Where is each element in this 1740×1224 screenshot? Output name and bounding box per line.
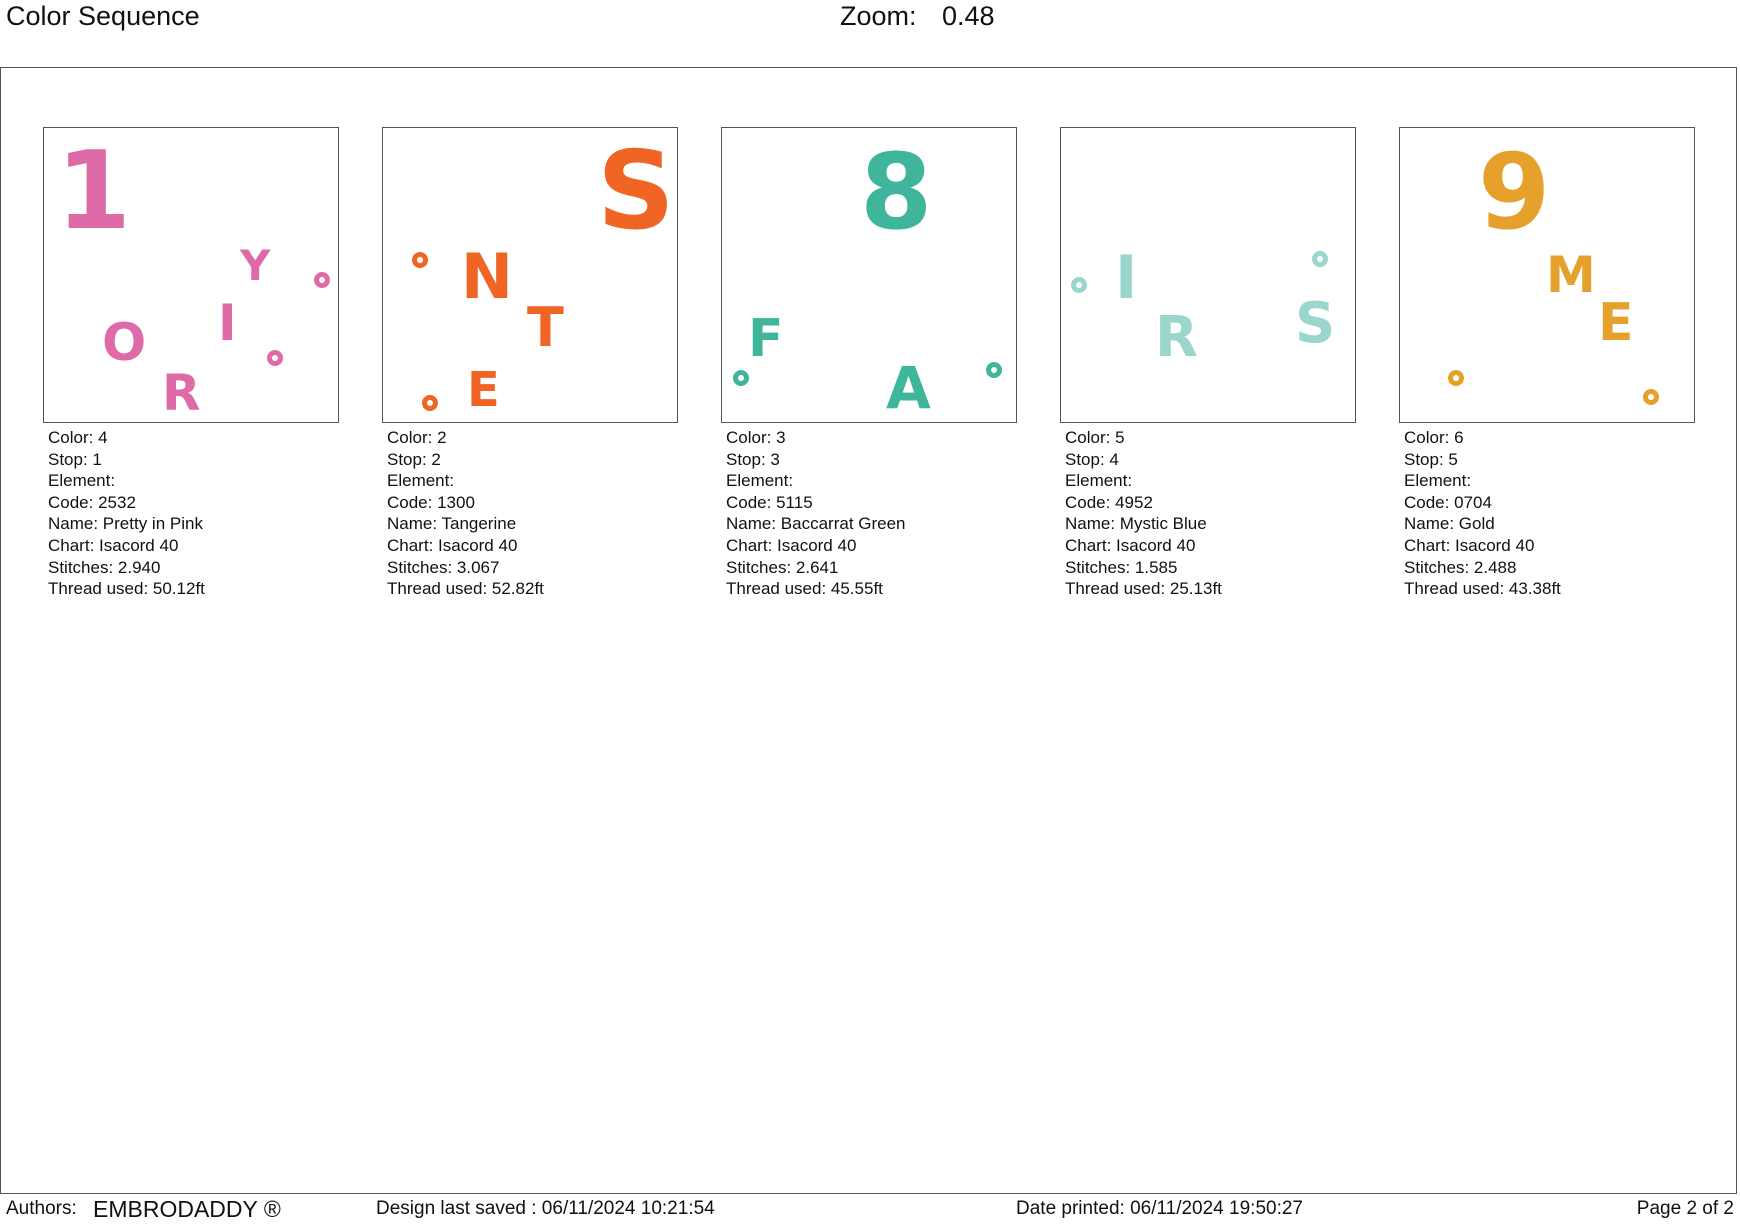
stop-number: Stop: 4 <box>1065 449 1119 469</box>
thread-code: Code: 1300 <box>387 492 475 512</box>
design-last-saved: Design last saved : 06/11/2024 10:21:54 <box>376 1198 715 1219</box>
thread-name: Name: Tangerine <box>387 514 517 534</box>
flower-icon <box>1071 277 1087 293</box>
color-info: Color: 2 Stop: 2 Element: Code: 1300 Nam… <box>382 427 678 600</box>
color-number: Color: 3 <box>726 428 786 447</box>
thread-name: Name: Gold <box>1404 514 1495 534</box>
color-card-4: I R S Color: 5 Stop: 4 Element: Code: 49… <box>1060 127 1356 600</box>
thread-code: Code: 2532 <box>48 492 136 512</box>
glyph-a: Y <box>239 241 271 290</box>
page-number: Page 2 of 2 <box>1636 1198 1734 1219</box>
stop-number: Stop: 3 <box>726 449 780 469</box>
glyph-c: S <box>1295 291 1335 356</box>
page-frame <box>0 67 1737 1194</box>
color-info: Color: 3 Stop: 3 Element: Code: 5115 Nam… <box>721 427 1017 600</box>
authors-value: EMBRODADDY ® <box>93 1196 281 1222</box>
glyph-c: O <box>102 313 146 373</box>
thread-chart: Chart: Isacord 40 <box>1065 535 1196 555</box>
page-footer: Authors: EMBRODADDY ® Design last saved … <box>0 1194 1740 1224</box>
thread-name: Name: Baccarrat Green <box>726 514 906 534</box>
design-thumbnail[interactable]: S N T E <box>382 127 678 423</box>
design-thumbnail[interactable]: 9 M E <box>1399 127 1695 423</box>
color-card-1: 1 Y I O R Color: 4 Stop: 1 Element: Code… <box>43 127 339 600</box>
element-label: Element: <box>48 471 116 491</box>
flower-icon <box>986 362 1002 378</box>
glyph-a: F <box>748 309 784 369</box>
authors-label: Authors: <box>6 1198 77 1219</box>
element-label: Element: <box>726 471 794 491</box>
thread-chart: Chart: Isacord 40 <box>387 535 518 555</box>
color-card-5: 9 M E Color: 6 Stop: 5 Element: Code: 07… <box>1399 127 1695 600</box>
thread-name: Name: Pretty in Pink <box>48 514 203 534</box>
thread-code: Code: 0704 <box>1404 492 1492 512</box>
thread-chart: Chart: Isacord 40 <box>48 535 179 555</box>
color-info: Color: 6 Stop: 5 Element: Code: 0704 Nam… <box>1399 427 1695 600</box>
thumbnail-artwork: I R S <box>1071 243 1335 370</box>
color-info: Color: 5 Stop: 4 Element: Code: 4952 Nam… <box>1060 427 1356 600</box>
thread-used: Thread used: 50.12ft <box>48 579 205 599</box>
stop-number: Stop: 1 <box>48 449 102 469</box>
thread-code: Code: 4952 <box>1065 492 1153 512</box>
glyph-b: I <box>218 294 237 352</box>
thumbnail-artwork: 1 Y I O R <box>56 129 330 422</box>
glyph-big: 1 <box>56 129 131 254</box>
glyph-b: A <box>886 354 931 422</box>
thread-chart: Chart: Isacord 40 <box>726 535 857 555</box>
flower-icon <box>1643 389 1659 405</box>
thumbnail-artwork: 8 F A <box>733 131 1002 422</box>
flower-icon <box>267 350 283 366</box>
zoom-value: 0.48 <box>942 1 995 31</box>
stitch-count: Stitches: 2.641 <box>726 557 839 577</box>
color-number: Color: 4 <box>48 428 108 447</box>
design-thumbnail[interactable]: 1 Y I O R <box>43 127 339 423</box>
flower-icon <box>314 272 330 288</box>
zoom-label: Zoom: <box>840 1 917 31</box>
flower-icon <box>412 252 428 268</box>
stitch-count: Stitches: 1.585 <box>1065 557 1178 577</box>
color-number: Color: 2 <box>387 428 447 447</box>
thread-code: Code: 5115 <box>726 492 813 512</box>
thread-used: Thread used: 43.38ft <box>1404 579 1561 599</box>
element-label: Element: <box>1404 471 1472 491</box>
color-card-3: 8 F A Color: 3 Stop: 3 Element: Code: 51… <box>721 127 1017 600</box>
thread-used: Thread used: 45.55ft <box>726 579 883 599</box>
design-thumbnail[interactable]: 8 F A <box>721 127 1017 423</box>
header-title: Color Sequence <box>6 1 200 31</box>
glyph-a: I <box>1115 243 1137 313</box>
color-card-2: S N T E Color: 2 Stop: 2 Element: Code: … <box>382 127 678 600</box>
glyph-b: T <box>527 296 564 359</box>
flower-icon <box>422 395 438 411</box>
color-number: Color: 5 <box>1065 428 1125 447</box>
stop-number: Stop: 5 <box>1404 449 1458 469</box>
design-thumbnail[interactable]: I R S <box>1060 127 1356 423</box>
glyph-big: S <box>597 129 675 254</box>
glyph-d: R <box>162 364 201 422</box>
color-info: Color: 4 Stop: 1 Element: Code: 2532 Nam… <box>43 427 339 600</box>
thread-name: Name: Mystic Blue <box>1065 514 1207 534</box>
stitch-count: Stitches: 2.488 <box>1404 557 1517 577</box>
stop-number: Stop: 2 <box>387 449 441 469</box>
element-label: Element: <box>1065 471 1133 491</box>
flower-icon <box>1448 370 1464 386</box>
thread-used: Thread used: 52.82ft <box>387 579 544 599</box>
glyph-b: E <box>1598 293 1634 353</box>
flower-icon <box>1312 251 1328 267</box>
glyph-a: N <box>461 240 513 313</box>
stitch-count: Stitches: 3.067 <box>387 557 500 577</box>
glyph-c: E <box>467 362 500 418</box>
glyph-big: 8 <box>860 131 932 253</box>
thumbnail-artwork: S N T E <box>412 129 675 418</box>
flower-icon <box>733 370 749 386</box>
thread-chart: Chart: Isacord 40 <box>1404 535 1535 555</box>
glyph-a: M <box>1546 246 1596 304</box>
date-printed: Date printed: 06/11/2024 19:50:27 <box>1016 1198 1303 1219</box>
color-number: Color: 6 <box>1404 428 1464 447</box>
thumbnail-artwork: 9 M E <box>1448 131 1659 405</box>
stitch-count: Stitches: 2.940 <box>48 557 161 577</box>
glyph-b: R <box>1155 305 1198 370</box>
thread-used: Thread used: 25.13ft <box>1065 579 1222 599</box>
element-label: Element: <box>387 471 455 491</box>
glyph-big: 9 <box>1478 131 1550 253</box>
